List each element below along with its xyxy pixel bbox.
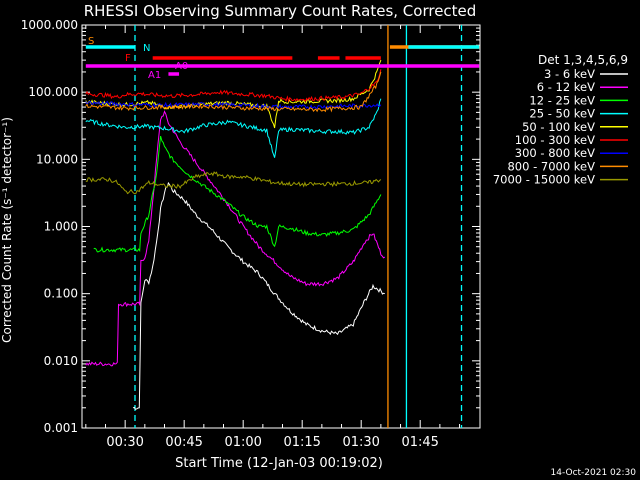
x-tick-label: 01:15	[283, 435, 320, 450]
y-tick-label: 1.000	[44, 220, 78, 234]
legend-entry-label: 100 - 300 keV	[515, 133, 595, 147]
y-tick-label: 10.000	[36, 152, 78, 166]
y-tick-label: 0.010	[44, 354, 78, 368]
x-tick-label: 01:30	[342, 435, 379, 450]
y-axis-label: Corrected Count Rate (s⁻¹ detector⁻¹)	[0, 117, 14, 343]
flag-label: N	[143, 43, 150, 54]
x-tick-label: 00:45	[165, 435, 202, 450]
y-tick-label: 0.001	[44, 421, 78, 435]
series-line	[85, 110, 386, 367]
x-tick-label: 01:45	[401, 435, 438, 450]
legend-title: Det 1,3,4,5,6,9	[538, 53, 628, 67]
series-line	[132, 181, 385, 410]
flag-label: S	[88, 36, 94, 47]
legend-entry-label: 300 - 800 keV	[515, 146, 595, 160]
y-tick-label: 1000.000	[21, 18, 78, 32]
x-axis-label: Start Time (12-Jan-03 00:19:02)	[175, 456, 383, 471]
series-line	[85, 71, 382, 113]
series-line	[85, 100, 382, 111]
legend-entry-label: 3 - 6 keV	[544, 67, 595, 81]
series-line	[85, 69, 382, 103]
legend-entry-label: 6 - 12 keV	[537, 80, 595, 94]
flag-label: F	[125, 53, 131, 64]
series-line	[85, 98, 382, 158]
series-line	[93, 135, 382, 253]
y-tick-label: 100.000	[28, 85, 78, 99]
x-tick-label: 01:00	[224, 435, 261, 450]
legend-entry-label: 25 - 50 keV	[529, 107, 595, 121]
flag-label: A0	[175, 61, 188, 72]
footer-timestamp: 14-Oct-2021 02:30	[551, 468, 637, 478]
legend-entry-label: 50 - 100 keV	[522, 120, 595, 134]
legend-entry-label: 12 - 25 keV	[529, 93, 595, 107]
flag-label: A1	[148, 70, 161, 81]
x-tick-label: 00:30	[106, 435, 143, 450]
legend-entry-label: 7000 - 15000 keV	[493, 173, 595, 187]
y-tick-label: 0.100	[44, 287, 78, 301]
legend-entry-label: 800 - 7000 keV	[507, 159, 595, 173]
series-line	[85, 171, 382, 195]
chart-title: RHESSI Observing Summary Count Rates, Co…	[84, 2, 477, 20]
plot-area: 1000.000 100.000 10.000 1.000 0.100 0.010 0.00…	[21, 18, 481, 450]
